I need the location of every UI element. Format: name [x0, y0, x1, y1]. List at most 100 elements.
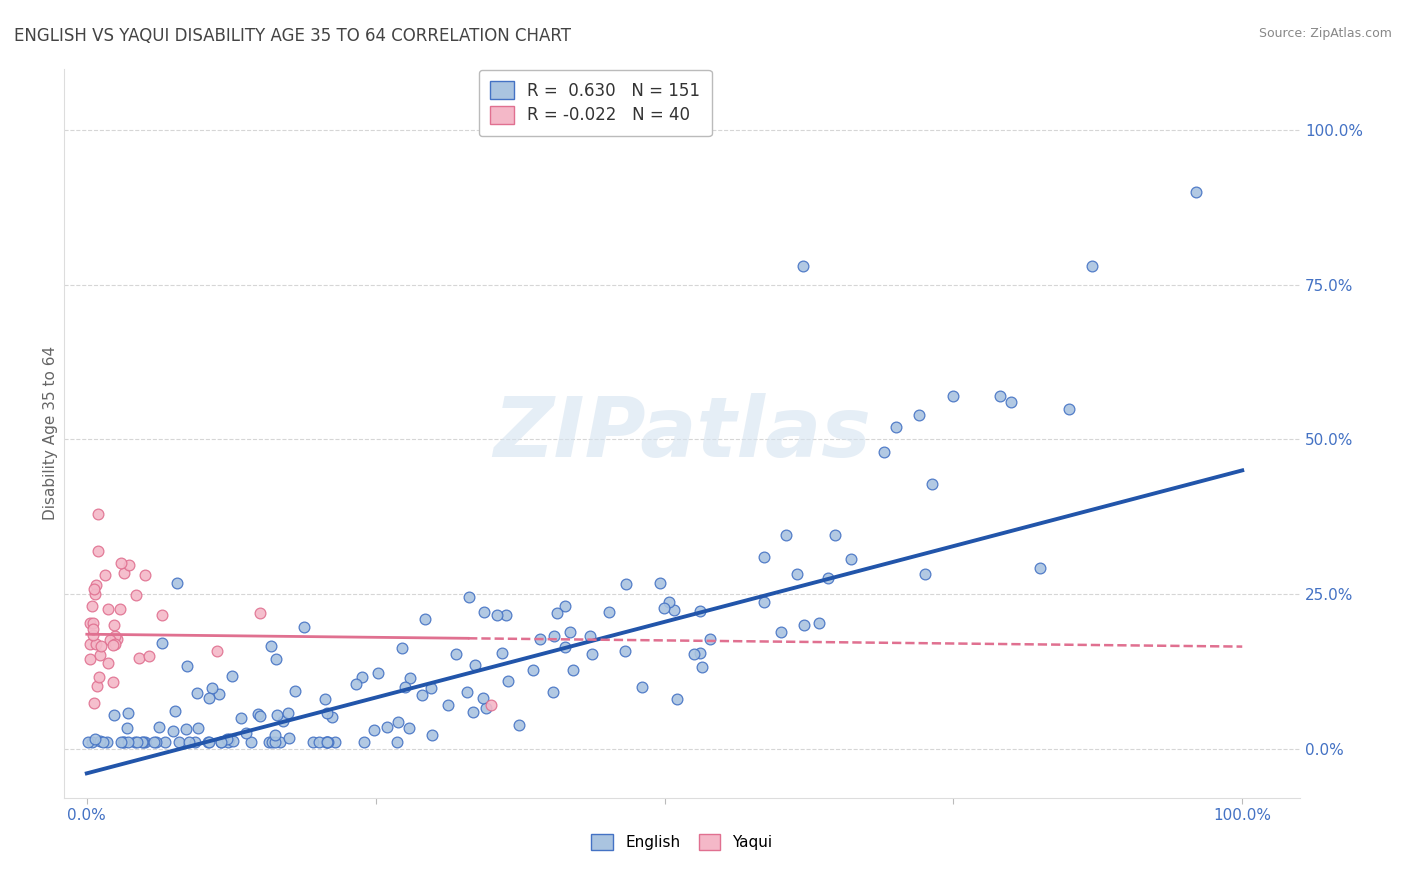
Point: [752, 595, 775, 609]
Point: [807, 615, 830, 630]
Point: [754, 549, 776, 564]
Point: [79, 637, 101, 651]
Point: [344, 677, 367, 691]
Point: [792, 260, 814, 274]
Point: [166, 575, 188, 590]
Point: [398, 721, 420, 735]
Point: [464, 657, 486, 672]
Point: [198, 691, 221, 706]
Point: [1000, 395, 1022, 409]
Point: [143, 735, 166, 749]
Point: [145, 735, 167, 749]
Point: [522, 663, 544, 677]
Point: [529, 632, 551, 646]
Point: [108, 602, 131, 616]
Point: [631, 680, 654, 694]
Point: [841, 552, 863, 566]
Text: ZIPatlas: ZIPatlas: [494, 392, 870, 474]
Point: [394, 680, 416, 694]
Legend: R =  0.630   N = 151, R = -0.022   N = 40: R = 0.630 N = 151, R = -0.022 N = 40: [479, 70, 711, 136]
Point: [89, 734, 111, 748]
Point: [308, 735, 330, 749]
Point: [437, 698, 460, 712]
Point: [260, 735, 283, 749]
Point: [162, 723, 184, 738]
Point: [907, 408, 929, 422]
Point: [315, 735, 337, 749]
Point: [1029, 561, 1052, 575]
Point: [824, 528, 846, 542]
Point: [683, 647, 706, 661]
Point: [264, 652, 287, 666]
Point: [457, 590, 479, 604]
Point: [150, 607, 173, 622]
Point: [658, 595, 681, 609]
Point: [138, 648, 160, 663]
Point: [921, 477, 943, 491]
Point: [215, 731, 238, 746]
Point: [97, 657, 120, 671]
Point: [90, 639, 112, 653]
Point: [1185, 185, 1208, 199]
Point: [218, 732, 240, 747]
Point: [167, 735, 190, 749]
Point: [486, 607, 509, 622]
Point: [284, 683, 307, 698]
Point: [491, 646, 513, 660]
Point: [187, 721, 209, 735]
Point: [176, 723, 198, 737]
Point: [179, 735, 201, 749]
Point: [125, 588, 148, 602]
Point: [117, 721, 139, 735]
Point: [131, 735, 153, 749]
Point: [221, 669, 243, 683]
Point: [217, 735, 239, 749]
Point: [103, 638, 125, 652]
Point: [554, 599, 576, 613]
Point: [914, 566, 936, 581]
Point: [315, 735, 337, 749]
Point: [363, 723, 385, 738]
Point: [498, 673, 520, 688]
Point: [104, 629, 127, 643]
Point: [176, 659, 198, 673]
Point: [560, 625, 582, 640]
Point: [98, 632, 121, 647]
Point: [817, 571, 839, 585]
Point: [770, 625, 793, 640]
Point: [315, 735, 337, 749]
Text: Source: ZipAtlas.com: Source: ZipAtlas.com: [1258, 27, 1392, 40]
Point: [554, 640, 576, 654]
Point: [350, 670, 373, 684]
Point: [110, 556, 132, 570]
Point: [91, 735, 114, 749]
Point: [231, 711, 253, 725]
Point: [387, 735, 409, 749]
Point: [444, 647, 467, 661]
Point: [257, 735, 280, 749]
Point: [209, 735, 232, 749]
Point: [134, 568, 156, 582]
Point: [652, 601, 675, 615]
Point: [112, 735, 135, 749]
Point: [662, 603, 685, 617]
Point: [648, 576, 671, 591]
Point: [269, 735, 291, 749]
Point: [323, 735, 346, 749]
Point: [543, 629, 565, 643]
Point: [666, 692, 689, 706]
Point: [84, 578, 107, 592]
Point: [260, 639, 283, 653]
Point: [316, 706, 339, 721]
Point: [561, 663, 583, 677]
Point: [235, 726, 257, 740]
Point: [479, 698, 502, 713]
Point: [117, 735, 139, 749]
Point: [277, 706, 299, 720]
Point: [83, 582, 105, 597]
Point: [222, 734, 245, 748]
Point: [581, 647, 603, 661]
Point: [208, 687, 231, 701]
Point: [105, 632, 128, 647]
Point: [128, 650, 150, 665]
